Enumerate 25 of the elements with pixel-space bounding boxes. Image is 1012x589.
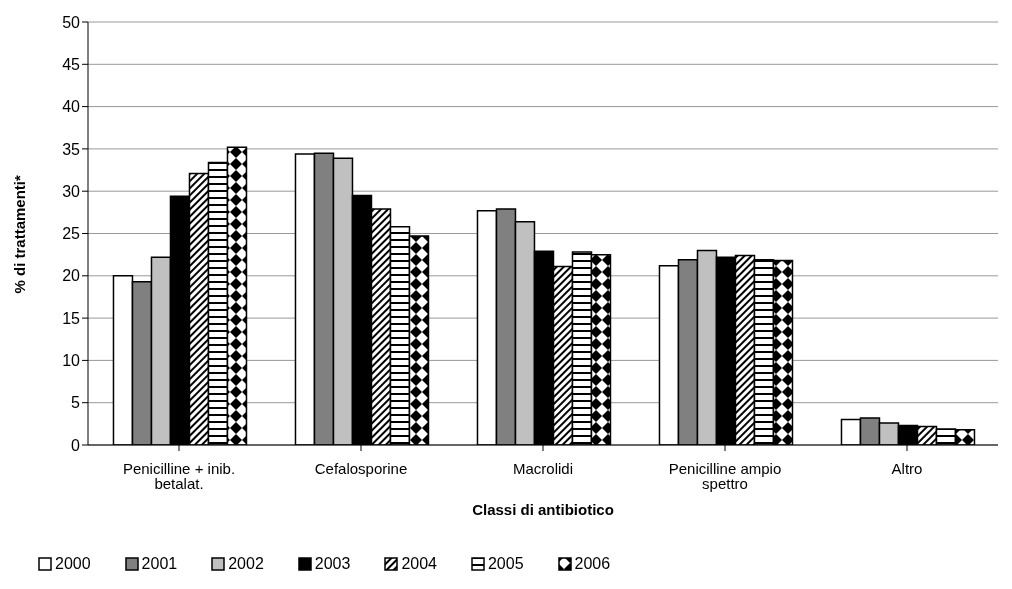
y-tick-label: 20 — [62, 267, 81, 285]
y-tick-label: 30 — [62, 182, 81, 200]
x-tick-label: Macrolidi — [512, 459, 574, 477]
legend-label: 2006 — [574, 555, 611, 573]
legend-label: 2005 — [487, 555, 524, 573]
x-tick-label: Cefalosporine — [314, 459, 408, 477]
x-tick-label: Penicilline ampio spettro — [668, 459, 782, 492]
y-axis-title: % di trattamenti* — [11, 174, 29, 294]
x-axis-title: Classi di antibiotico — [472, 501, 614, 518]
y-tick-label: 25 — [62, 225, 81, 243]
y-tick-label: 35 — [62, 140, 81, 158]
legend-label: 2002 — [228, 555, 264, 573]
legend-label: 2003 — [314, 555, 351, 573]
y-tick-label: 15 — [62, 309, 81, 327]
x-tick-label: Penicilline + inib. betalat. — [122, 459, 236, 492]
y-tick-label: 10 — [62, 352, 81, 370]
y-tick-label: 50 — [62, 13, 81, 31]
y-tick-label: 45 — [62, 55, 81, 73]
legend-label: 2004 — [401, 555, 437, 573]
x-tick-label: Altro — [891, 459, 923, 477]
y-tick-label: 5 — [71, 394, 81, 412]
y-tick-label: 40 — [62, 98, 81, 116]
y-tick-label: 0 — [71, 436, 81, 454]
legend-label: 2001 — [141, 555, 178, 573]
legend-label: 2000 — [55, 555, 91, 573]
